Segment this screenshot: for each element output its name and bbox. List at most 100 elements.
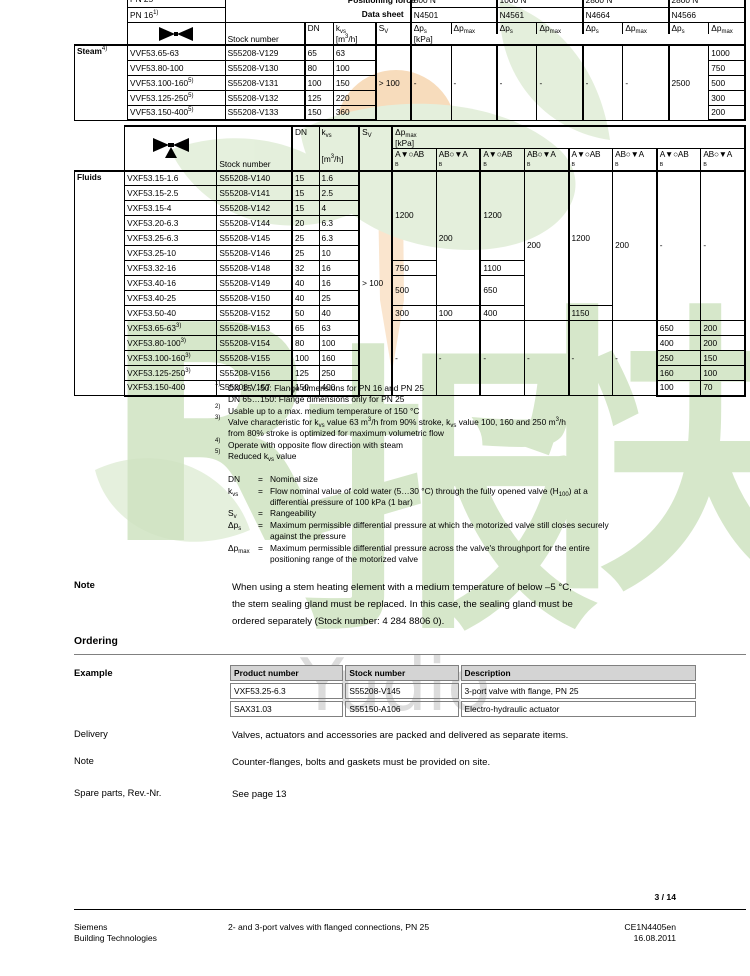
kvs-value: 100 [318, 335, 360, 352]
dpmax-c3-650: 650 [479, 275, 525, 307]
footnote-1-line-1: DN 15…50: Flange dimensions for PN 16 an… [228, 383, 424, 393]
col-dn-unit [303, 33, 334, 46]
stock-number: S55208-V152 [216, 305, 293, 322]
col-kvs-spacer [318, 137, 360, 149]
stock-number: S55208-V133 [224, 104, 306, 122]
table-row: VXF53.20-6.3 [124, 215, 218, 232]
stock-number: S55208-V149 [216, 275, 293, 292]
col-sv-unit [358, 148, 393, 172]
table-row: VXF53.15-4 [124, 200, 218, 217]
spare-parts-label: Spare parts, Rev.-Nr. [74, 787, 162, 798]
dpmax-c8-200: 200 [700, 320, 747, 337]
legend-row-sv: Sv = Rangeability [228, 508, 317, 520]
footnote-3-line-1: Valve characteristic for kvs value 63 m3… [228, 417, 566, 429]
col-dpmax-4: Δpmax [708, 21, 747, 35]
sv-merged: > 100 [374, 44, 412, 121]
dash-cell: - [409, 44, 452, 121]
spacer-cell [75, 0, 128, 8]
data-sheet-3: N4664 [581, 7, 669, 23]
note-label: Note [74, 579, 95, 590]
table-row: VVF53.100-1605) [127, 74, 226, 91]
stock-number: S55208-V145 [216, 230, 293, 247]
col-sv-unit [374, 33, 412, 46]
dpmax-value: 1000 [708, 44, 747, 61]
dn-value: 15 [290, 200, 320, 217]
stock-number: S55208-V140 [216, 169, 293, 187]
footer-doc-id: CE1N4405en [624, 922, 676, 932]
kvs-value: 16 [318, 260, 360, 277]
legend-key-dps: Δps [228, 520, 242, 532]
table-row: VVF53.150-4005) [127, 104, 226, 122]
table-row: VXF53.15-2.5 [124, 185, 218, 202]
table-row: VVF53.80-100 [127, 59, 226, 76]
footer-company-line-1: Siemens [74, 922, 108, 932]
dpmax-value: 750 [708, 59, 747, 76]
dash-cell: - [581, 44, 624, 121]
positioning-force-1: 800 N [409, 0, 498, 8]
table-row: VXF53.150-400 [124, 380, 218, 397]
kvs-value: 160 [318, 350, 360, 367]
dn-value: 80 [303, 59, 334, 76]
dash-cell: - [391, 320, 437, 397]
stock-number: S55208-V153 [216, 320, 293, 337]
data-sheet-1: N4501 [409, 7, 498, 23]
delivery-text: Valves, actuators and accessories are pa… [232, 730, 569, 741]
dn-value: 40 [290, 290, 320, 307]
stock-number: S55208-V132 [224, 89, 306, 106]
kvs-value: 40 [318, 305, 360, 322]
spacer-cell [75, 23, 128, 34]
spacer-cell [75, 126, 125, 171]
legend-row-kvs: kvs = Flow nominal value of cold water (5…… [228, 486, 588, 498]
footnote-5-line-1: Reduced kvs value [228, 451, 297, 463]
dash-cell: - [567, 320, 614, 397]
dn-value: 32 [290, 260, 320, 277]
dpmax-c5-1200: 1200 [567, 169, 614, 307]
table-row: VXF53.32-16 [124, 260, 218, 277]
table-row: VXF53.25-6.3 S55208-V145 3-port valve wi… [230, 683, 696, 699]
kvs-value: 6.3 [318, 230, 360, 247]
stock-number: S55208-V154 [216, 335, 293, 352]
spacer-cell [75, 34, 128, 46]
footnote-3-line-2: from 80% stroke is optimized for maximum… [228, 428, 444, 438]
table-row: VVF53.65-63 [127, 44, 226, 61]
dn-value: 15 [290, 185, 320, 202]
2-port-valve-glyph [159, 26, 194, 41]
data-sheet-2: N4561 [495, 7, 584, 23]
table-row: VXF53.65-633) [124, 320, 218, 337]
legend-value-dps-cont: against the pressure [270, 531, 346, 541]
footnote-1-line-2: DN 65…150: Flange dimensions only for PN… [228, 394, 405, 404]
flow-dir-ab-to-a-3: AB○▼A B [612, 148, 658, 172]
dash-cell: - [435, 320, 481, 397]
dpmax-c2-200: 200 [435, 169, 481, 307]
kvs-value: 6.3 [318, 215, 360, 232]
note-text-line-1: When using a stem heating element with a… [232, 582, 572, 593]
legend-value-kvs-cont: differential pressure of 100 kPa (1 bar) [270, 497, 413, 507]
table-row: VXF53.40-25 [124, 290, 218, 307]
stock-number: S55208-V155 [216, 350, 293, 367]
col-kvs: kvs [318, 125, 360, 139]
dpmax-c1-1200: 1200 [391, 169, 437, 262]
dn-value: 40 [290, 275, 320, 292]
legend-key-sv: Sv [228, 508, 237, 520]
footnote-marker-5: 5) [215, 449, 221, 455]
footnote-marker-1: 1) [215, 381, 221, 387]
col-sv: SV [358, 125, 393, 139]
dash-cell: - [495, 44, 538, 121]
example-stock-1: S55208-V145 [345, 683, 459, 699]
dash-cell: - [655, 169, 702, 322]
ordering-example-table: Product number Stock number Description … [228, 663, 698, 719]
example-col-stock: Stock number [345, 665, 459, 681]
dpmax-c3-400: 400 [479, 305, 525, 322]
legend-row-dpmax: Δpmax = Maximum permissible differential p… [228, 543, 590, 555]
page-number: 3 / 14 [654, 892, 676, 902]
footer-date: 16.08.2011 [633, 933, 676, 943]
group-label-fluids: Fluids [73, 169, 126, 397]
flow-dir-a-to-ab-3: A▼○AB B [567, 148, 614, 172]
table-row: VXF53.40-16 [124, 275, 218, 292]
dpmax-c7-400: 400 [655, 335, 702, 352]
example-col-product: Product number [230, 665, 344, 681]
data-sheet-4: N4566 [667, 7, 746, 23]
footnote-marker-4: 4) [215, 438, 221, 444]
spare-parts-text: See page 13 [232, 789, 287, 800]
dpmax-c3-1200: 1200 [479, 169, 525, 262]
